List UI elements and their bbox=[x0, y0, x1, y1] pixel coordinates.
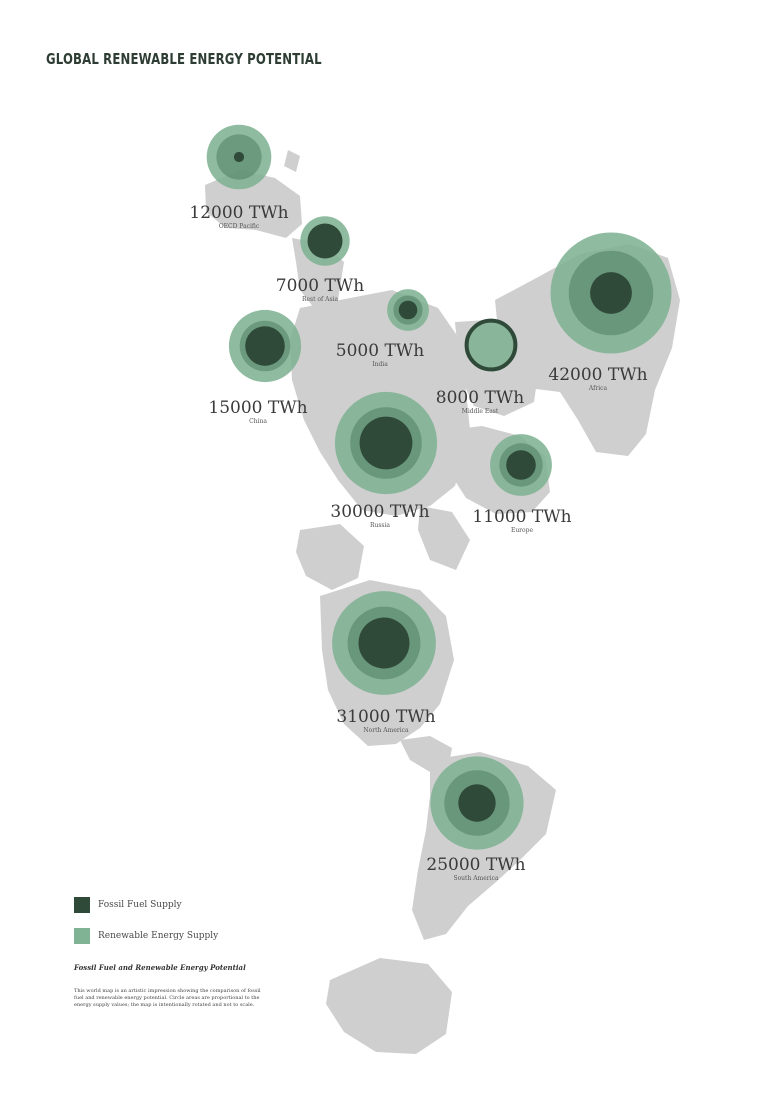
legend-label-renewable: Renewable Energy Supply bbox=[98, 931, 219, 941]
fossil-circle bbox=[398, 300, 418, 320]
landmass-antarctica bbox=[326, 958, 452, 1054]
region-name-label: Russia bbox=[370, 522, 390, 529]
note-title: Fossil Fuel and Renewable Energy Potenti… bbox=[74, 963, 246, 972]
landmass-greenland bbox=[296, 524, 364, 590]
region-value-label: 15000 TWh bbox=[208, 398, 307, 418]
region-value-label: 7000 TWh bbox=[276, 276, 364, 296]
region-name-label: North America bbox=[363, 727, 409, 734]
renewable-circle bbox=[467, 321, 515, 369]
landmass-new-zealand bbox=[284, 150, 300, 172]
region-name-label: Rest of Asia bbox=[302, 296, 339, 303]
fossil-circle bbox=[307, 223, 343, 259]
region-value-label: 5000 TWh bbox=[336, 341, 424, 361]
region-name-label: South America bbox=[453, 875, 498, 882]
legend-item-fossil: Fossil Fuel Supply bbox=[74, 895, 182, 915]
fossil-circle bbox=[506, 450, 536, 480]
fossil-circle bbox=[464, 318, 518, 372]
region-value-label: 42000 TWh bbox=[548, 365, 647, 385]
region-name-label: India bbox=[372, 361, 388, 368]
legend-label-fossil: Fossil Fuel Supply bbox=[98, 900, 182, 910]
fossil-circle bbox=[590, 272, 632, 314]
renewable-swatch bbox=[74, 928, 90, 944]
region-name-label: Africa bbox=[588, 385, 608, 392]
region-name-label: China bbox=[249, 418, 267, 425]
region-value-label: 25000 TWh bbox=[426, 855, 525, 875]
note-body: This world map is an artistic impression… bbox=[74, 988, 261, 1008]
region-value-label: 30000 TWh bbox=[330, 502, 429, 522]
fossil-swatch bbox=[74, 897, 90, 913]
fossil-circle bbox=[245, 326, 285, 366]
region-name-label: Middle East bbox=[462, 408, 499, 415]
region-name-label: Europe bbox=[511, 527, 534, 534]
fossil-circle bbox=[458, 784, 496, 822]
region-name-label: OECD Pacific bbox=[219, 223, 260, 230]
fossil-circle bbox=[358, 617, 410, 669]
legend-item-renewable: Renewable Energy Supply bbox=[74, 926, 218, 946]
fossil-circle bbox=[233, 151, 245, 163]
page-title: GLOBAL RENEWABLE ENERGY POTENTIAL bbox=[46, 50, 322, 68]
region-value-label: 8000 TWh bbox=[436, 388, 524, 408]
region-value-label: 12000 TWh bbox=[189, 203, 288, 223]
fossil-circle bbox=[359, 416, 413, 470]
landmass-scandinavia bbox=[418, 506, 470, 570]
region-value-label: 11000 TWh bbox=[472, 507, 571, 527]
region-value-label: 31000 TWh bbox=[336, 707, 435, 727]
